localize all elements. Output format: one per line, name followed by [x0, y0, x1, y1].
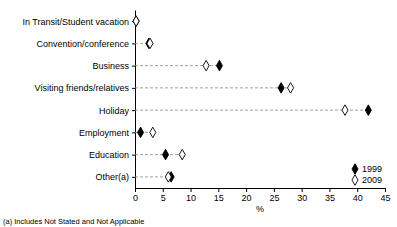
y-tick-label: Education [89, 150, 129, 160]
y-tick-mark [132, 155, 135, 156]
legend-marker [352, 175, 358, 186]
x-tick-mark [163, 188, 164, 192]
y-tick-label: Visiting friends/relatives [35, 83, 130, 93]
y-axis: In Transit/Student vacation Convention/co… [22, 11, 135, 189]
y-tick-mark [132, 88, 135, 89]
x-tick-mark [329, 188, 330, 192]
x-tick-label: 45 [380, 193, 390, 203]
x-tick-mark [218, 188, 219, 192]
x-tick-mark [357, 188, 358, 192]
dot [133, 16, 139, 27]
x-axis-line [136, 189, 386, 193]
legend: 19992009 [352, 164, 382, 186]
dot [216, 60, 222, 71]
x-tick-label: 40 [353, 193, 363, 203]
x-tick: 20 [242, 188, 252, 203]
x-tick-label: 30 [297, 193, 307, 203]
dot [150, 127, 156, 138]
dot [165, 172, 171, 183]
x-axis-title: % [256, 204, 264, 214]
plot-marks [133, 16, 371, 182]
y-tick-label: In Transit/Student vacation [22, 17, 129, 27]
dot [342, 105, 348, 116]
x-tick: 40 [353, 188, 363, 203]
y-tick-mark [132, 110, 135, 111]
leader-line [135, 154, 182, 155]
x-tick: 35 [325, 188, 335, 203]
x-axis: 0 5 10 15 20 25 30 35 40 45 [133, 188, 391, 203]
dot [163, 149, 169, 160]
y-tick-mark [132, 66, 135, 67]
dot [133, 16, 139, 27]
x-tick-mark [274, 188, 275, 192]
y-tick: Education [89, 150, 135, 160]
x-tick-mark [302, 188, 303, 192]
x-tick-label: 0 [133, 193, 138, 203]
x-tick: 25 [269, 188, 279, 203]
dot [147, 38, 153, 49]
y-tick-mark [132, 43, 135, 44]
x-tick: 5 [161, 188, 166, 203]
dot [288, 83, 294, 94]
y-tick: In Transit/Student vacation [22, 17, 135, 27]
x-tick-mark [191, 188, 192, 192]
dot [365, 105, 371, 116]
y-tick-mark [132, 132, 135, 133]
y-tick: Holiday [99, 106, 135, 116]
dot [203, 60, 209, 71]
dot [179, 149, 185, 160]
x-tick: 30 [297, 188, 307, 203]
legend-label: 2009 [362, 175, 382, 185]
legend-marker [352, 164, 358, 175]
x-tick: 0 [133, 188, 138, 203]
y-tick-label: Holiday [99, 106, 130, 116]
dot [138, 127, 144, 138]
y-tick-label: Other(a) [95, 172, 129, 182]
legend-label: 1999 [362, 164, 382, 174]
y-tick-label: Employment [79, 128, 130, 138]
chart: 0 5 10 15 20 25 30 35 40 45 In Transit/Student vac… [0, 0, 397, 227]
dot [278, 83, 284, 94]
x-tick: 45 [380, 188, 390, 203]
leader-line [135, 110, 368, 111]
y-tick-mark [132, 177, 135, 178]
y-tick: Business [92, 61, 135, 71]
footnote: (a) Includes Not Stated and Not Applicab… [3, 217, 144, 226]
x-tick-label: 25 [269, 193, 279, 203]
x-tick: 15 [214, 188, 224, 203]
x-tick-label: 35 [325, 193, 335, 203]
x-tick-label: 15 [214, 193, 224, 203]
x-tick-mark [135, 188, 136, 192]
x-tick-label: 10 [186, 193, 196, 203]
y-tick: Convention/conference [36, 39, 135, 49]
y-tick: Visiting friends/relatives [35, 83, 135, 93]
y-tick: Other(a) [95, 172, 135, 182]
x-tick: 10 [186, 188, 196, 203]
y-axis-line [135, 11, 136, 189]
x-tick-mark [246, 188, 247, 192]
x-tick-mark [385, 188, 386, 192]
y-tick: Employment [79, 128, 135, 138]
x-tick-label: 20 [242, 193, 252, 203]
y-tick-label: Business [92, 61, 129, 71]
y-tick-label: Convention/conference [36, 39, 129, 49]
x-tick-label: 5 [161, 193, 166, 203]
leader-line [135, 87, 291, 88]
